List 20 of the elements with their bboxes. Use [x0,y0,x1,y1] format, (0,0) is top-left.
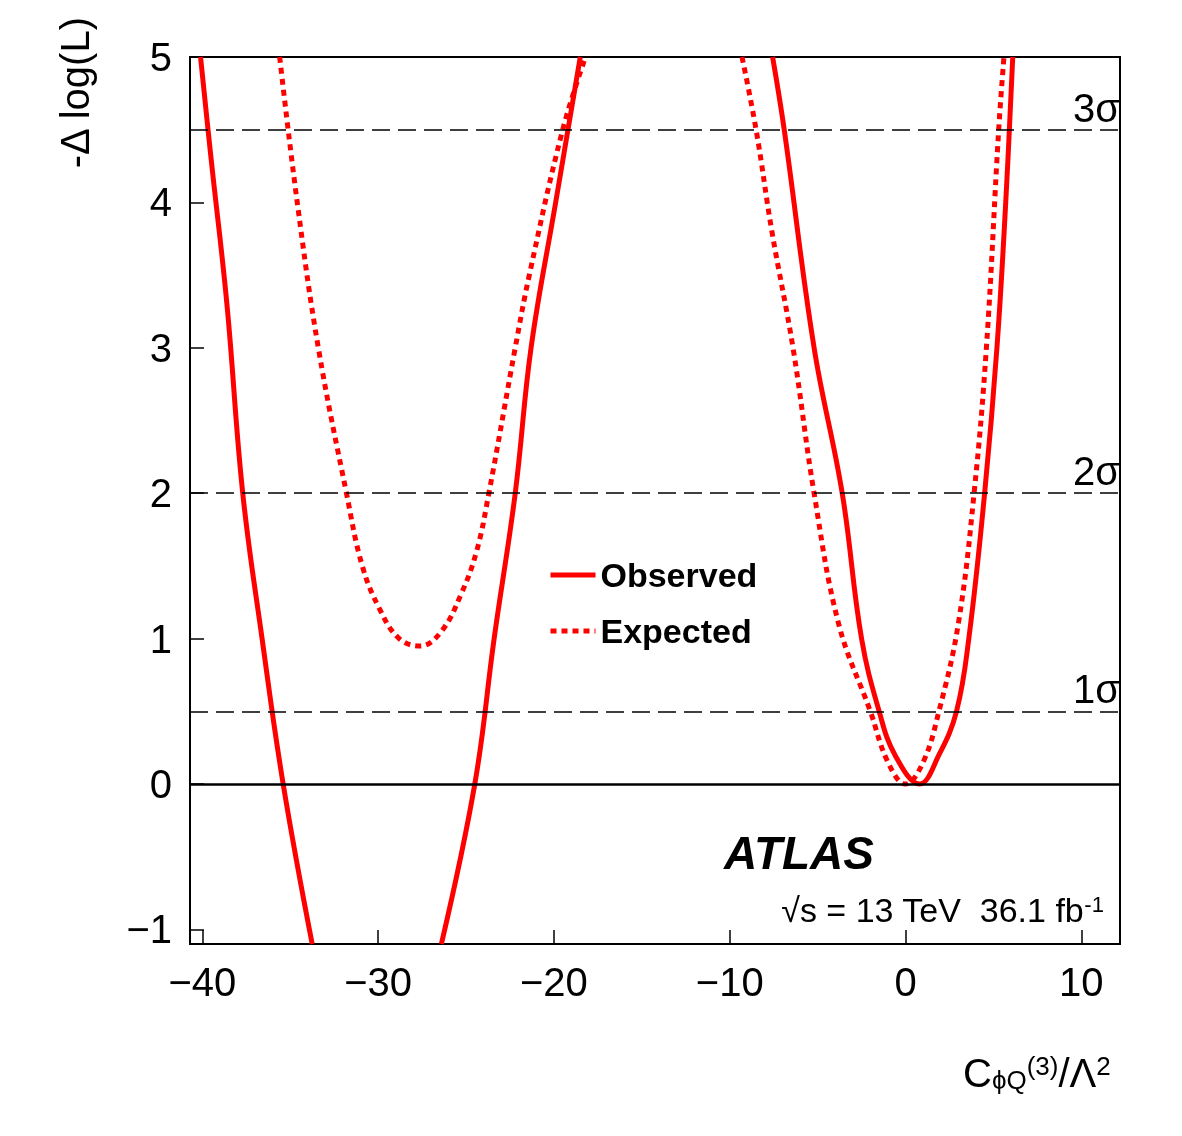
ref-line-label: 1σ [1073,667,1121,712]
x-tick-label: −30 [344,960,413,1004]
y-tick-label: −1 [126,907,172,952]
y-tick-label: 5 [149,35,172,79]
x-tick-label: 10 [1059,960,1104,1004]
x-tick-label: −20 [519,960,588,1004]
y-axis-title: -Δ log(L) [53,17,97,169]
y-tick-label: 2 [149,471,172,516]
legend-label: Observed [600,556,758,594]
y-tick-label: 0 [149,762,172,807]
ref-line-label: 3σ [1073,85,1121,130]
x-tick-label: −40 [168,960,237,1004]
annotation: ATLAS [723,827,875,879]
x-tick-label: −10 [695,960,764,1004]
y-tick-label: 1 [149,616,172,661]
legend-label: Expected [600,612,752,650]
y-tick-label: 3 [149,325,172,370]
x-tick-label: 0 [894,960,917,1004]
y-tick-label: 4 [149,180,172,225]
ref-line-label: 2σ [1073,449,1121,494]
